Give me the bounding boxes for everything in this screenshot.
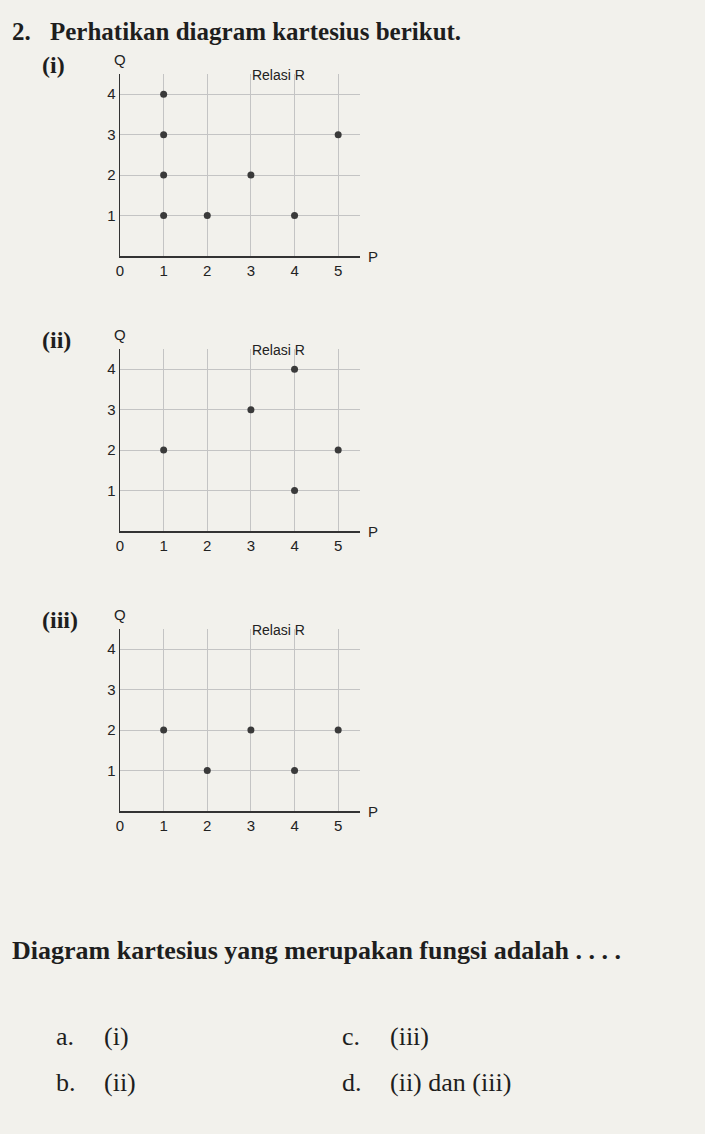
html-text:a.: a. bbox=[56, 1022, 74, 1051]
svg-text:3: 3 bbox=[107, 681, 115, 698]
svg-text:2: 2 bbox=[107, 441, 115, 458]
svg-text:3: 3 bbox=[107, 126, 115, 143]
html-text:2.: 2. bbox=[12, 18, 31, 45]
svg-text:Relasi R: Relasi R bbox=[252, 342, 305, 358]
svg-text:4: 4 bbox=[107, 360, 115, 377]
html-text:b.: b. bbox=[56, 1068, 76, 1097]
svg-text:Relasi R: Relasi R bbox=[252, 622, 305, 638]
svg-text:1: 1 bbox=[107, 482, 115, 499]
svg-text:Q: Q bbox=[114, 326, 126, 343]
html-text:c.: c. bbox=[342, 1022, 360, 1051]
svg-text:4: 4 bbox=[290, 537, 298, 554]
svg-text:5: 5 bbox=[334, 262, 342, 279]
svg-text:4: 4 bbox=[107, 640, 115, 657]
svg-text:2: 2 bbox=[203, 537, 211, 554]
svg-text:5: 5 bbox=[334, 817, 342, 834]
svg-text:3: 3 bbox=[247, 262, 255, 279]
html-text:(iii): (iii) bbox=[42, 607, 78, 633]
svg-text:1: 1 bbox=[159, 262, 167, 279]
svg-text:Relasi R: Relasi R bbox=[252, 67, 305, 83]
html-text:(ii): (ii) bbox=[104, 1068, 136, 1097]
html-text:(i): (i) bbox=[42, 52, 65, 78]
svg-text:1: 1 bbox=[159, 817, 167, 834]
svg-text:P: P bbox=[368, 803, 378, 820]
svg-text:3: 3 bbox=[247, 817, 255, 834]
html-text:(ii): (ii) bbox=[42, 327, 72, 353]
svg-text:1: 1 bbox=[107, 762, 115, 779]
svg-text:P: P bbox=[368, 248, 378, 265]
svg-text:0: 0 bbox=[116, 817, 124, 834]
svg-text:2: 2 bbox=[203, 262, 211, 279]
svg-text:2: 2 bbox=[107, 721, 115, 738]
svg-text:1: 1 bbox=[107, 207, 115, 224]
html-text:d.: d. bbox=[342, 1068, 362, 1097]
svg-text:4: 4 bbox=[290, 262, 298, 279]
svg-text:0: 0 bbox=[116, 262, 124, 279]
svg-text:Q: Q bbox=[114, 51, 126, 68]
html-text:Diagram kartesius yang merupak: Diagram kartesius yang merupakan fungsi … bbox=[12, 936, 621, 965]
svg-text:2: 2 bbox=[107, 166, 115, 183]
svg-text:Q: Q bbox=[114, 606, 126, 623]
html-text:(i): (i) bbox=[104, 1022, 129, 1051]
html-text:Perhatikan diagram kartesius b: Perhatikan diagram kartesius berikut. bbox=[50, 18, 462, 45]
svg-text:1: 1 bbox=[159, 537, 167, 554]
svg-text:2: 2 bbox=[203, 817, 211, 834]
html-text:(ii) dan (iii): (ii) dan (iii) bbox=[390, 1068, 512, 1097]
html-text:(iii): (iii) bbox=[390, 1022, 429, 1051]
svg-text:P: P bbox=[368, 523, 378, 540]
svg-text:3: 3 bbox=[107, 401, 115, 418]
svg-text:3: 3 bbox=[247, 537, 255, 554]
svg-text:0: 0 bbox=[116, 537, 124, 554]
svg-text:4: 4 bbox=[290, 817, 298, 834]
svg-text:4: 4 bbox=[107, 85, 115, 102]
svg-text:5: 5 bbox=[334, 537, 342, 554]
